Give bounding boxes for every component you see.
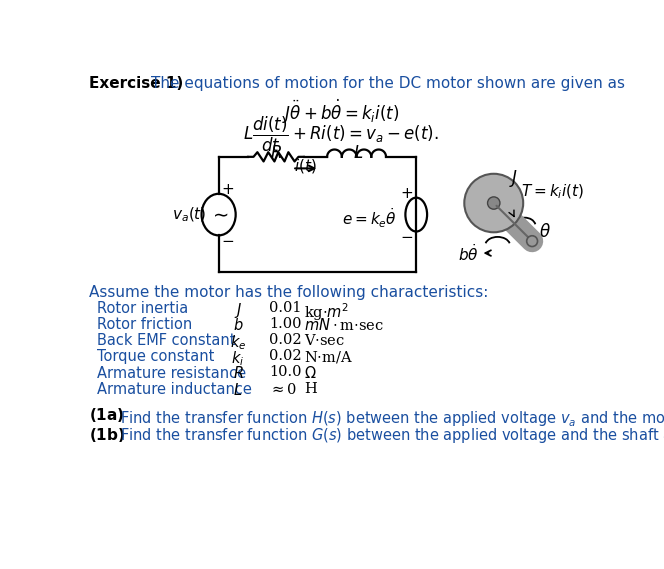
- Text: N$\cdot$m/A: N$\cdot$m/A: [304, 349, 353, 365]
- Text: $\mathbf{(1a)}$: $\mathbf{(1a)}$: [89, 406, 125, 423]
- Circle shape: [487, 197, 500, 209]
- Text: $k_e$: $k_e$: [230, 333, 246, 352]
- Text: 0.02: 0.02: [269, 349, 301, 364]
- Text: Armature resistance: Armature resistance: [97, 365, 246, 381]
- Text: $J\ddot{\theta} + b\dot{\theta} = k_i i(t)$: $J\ddot{\theta} + b\dot{\theta} = k_i i(…: [282, 97, 399, 126]
- Text: Rotor inertia: Rotor inertia: [97, 301, 188, 316]
- Text: $\mathbf{(1b)}$: $\mathbf{(1b)}$: [89, 426, 125, 444]
- Text: Assume the motor has the following characteristics:: Assume the motor has the following chara…: [89, 286, 489, 300]
- Text: Armature inductance: Armature inductance: [97, 382, 252, 397]
- Text: $k_i$: $k_i$: [231, 349, 244, 368]
- Text: The equations of motion for the DC motor shown are given as: The equations of motion for the DC motor…: [151, 76, 625, 91]
- Text: +: +: [400, 185, 413, 200]
- Text: 1.00: 1.00: [269, 317, 301, 331]
- Text: $L$: $L$: [233, 382, 242, 398]
- Text: $\Omega$: $\Omega$: [304, 365, 316, 381]
- Text: $J$: $J$: [509, 168, 519, 188]
- Text: $b$: $b$: [232, 317, 243, 333]
- Text: $e = k_e\dot{\theta}$: $e = k_e\dot{\theta}$: [342, 207, 397, 230]
- Text: 0.01: 0.01: [269, 301, 301, 315]
- Text: Back EMF constant: Back EMF constant: [97, 333, 236, 348]
- Text: $\approx$0: $\approx$0: [269, 382, 297, 397]
- Text: 10.0: 10.0: [269, 365, 301, 380]
- Text: V$\cdot$sec: V$\cdot$sec: [304, 333, 345, 348]
- Text: Find the transfer function $G(s)$ between the applied voltage and the shaft angl: Find the transfer function $G(s)$ betwee…: [120, 426, 664, 444]
- Text: $\sim$: $\sim$: [208, 204, 228, 223]
- Text: Find the transfer function $H(s)$ between the applied voltage $v_a$ and the moto: Find the transfer function $H(s)$ betwee…: [120, 406, 664, 430]
- Text: $b\dot{\theta}$: $b\dot{\theta}$: [457, 242, 478, 263]
- Text: $T = k_i i(t)$: $T = k_i i(t)$: [521, 182, 584, 201]
- Text: $L\dfrac{di(t)}{dt} + Ri(t) = v_a - e(t).$: $L\dfrac{di(t)}{dt} + Ri(t) = v_a - e(t)…: [242, 114, 438, 154]
- Text: $J$: $J$: [234, 301, 242, 320]
- Text: $-$: $-$: [221, 232, 234, 247]
- Text: $v_a(t)$: $v_a(t)$: [172, 205, 207, 224]
- Text: +: +: [222, 182, 234, 197]
- Text: $\theta$: $\theta$: [539, 223, 550, 241]
- Text: Torque constant: Torque constant: [97, 349, 214, 364]
- Text: $-$: $-$: [400, 228, 414, 243]
- Text: $R$: $R$: [232, 365, 244, 381]
- Text: H: H: [304, 382, 317, 395]
- Circle shape: [527, 236, 538, 246]
- Text: $L$: $L$: [353, 145, 363, 162]
- Text: $R$: $R$: [270, 145, 282, 162]
- Text: kg$\cdot m^2$: kg$\cdot m^2$: [304, 301, 349, 323]
- Text: $i(t)$: $i(t)$: [293, 157, 317, 175]
- Text: Exercise 1): Exercise 1): [89, 76, 183, 91]
- Text: Rotor friction: Rotor friction: [97, 317, 192, 332]
- Text: $mN\cdot$m$\cdot$sec: $mN\cdot$m$\cdot$sec: [304, 317, 384, 333]
- Circle shape: [464, 174, 523, 232]
- Text: 0.02: 0.02: [269, 333, 301, 347]
